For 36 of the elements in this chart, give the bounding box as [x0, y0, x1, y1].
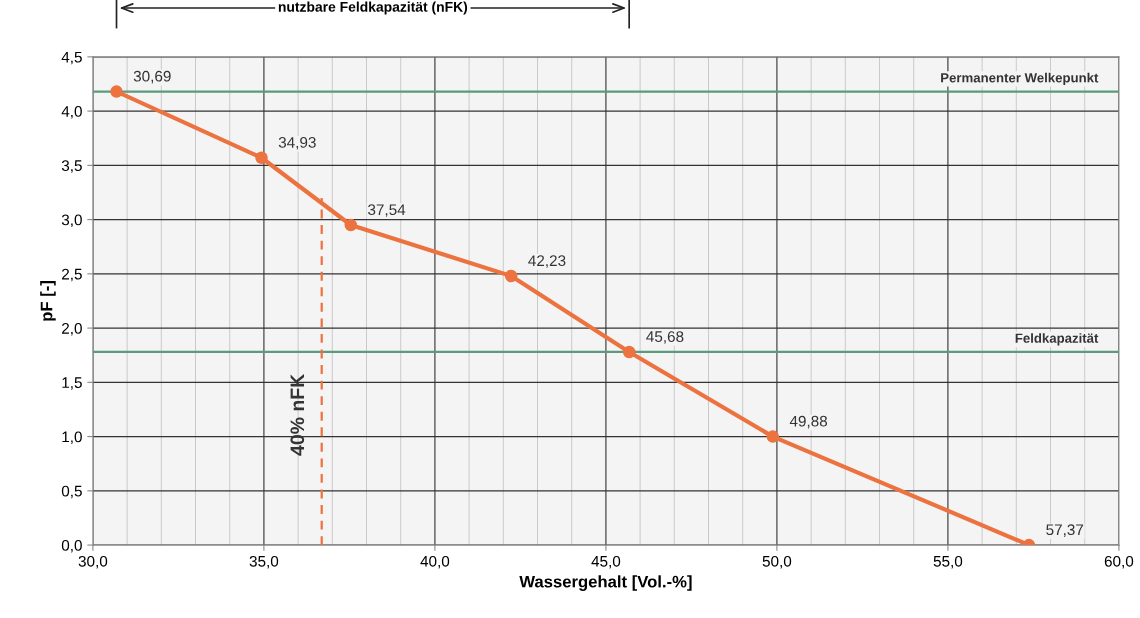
- point: [504, 269, 518, 283]
- annotation: 42,23: [528, 255, 566, 268]
- y-tick-label: 0,0: [61, 539, 82, 553]
- x-tick-label: 40,0: [420, 555, 450, 569]
- x-tick-label: 50,0: [762, 555, 792, 569]
- point: [766, 430, 780, 443]
- x-axis-title: Wassergehalt [Vol.-%]: [519, 575, 692, 591]
- x-tick-label: 45,0: [591, 555, 621, 569]
- y-tick-label: 4,0: [61, 105, 82, 119]
- ref-line-label: Permanenter Welkepunkt: [941, 72, 1099, 86]
- annotation: 34,93: [278, 136, 316, 150]
- annotation: 45,68: [646, 331, 684, 344]
- annotation: 57,37: [1046, 524, 1084, 537]
- annotation: 30,69: [133, 70, 171, 84]
- annotation: 49,88: [789, 415, 828, 429]
- point: [110, 85, 123, 98]
- annotation: 37,54: [368, 204, 406, 217]
- y-tick-label: 3,0: [61, 214, 82, 228]
- y-tick-label: 4,5: [61, 51, 82, 65]
- x-tick-label: 60,0: [1104, 555, 1134, 569]
- x-tick-label: 35,0: [249, 555, 279, 569]
- y-tick-label: 2,5: [62, 268, 82, 282]
- y-tick-label: 2,0: [62, 322, 82, 336]
- y-axis-title: pF [-]: [40, 281, 56, 321]
- y-tick-label: 1,5: [62, 377, 82, 390]
- y-tick-label: 3,5: [61, 160, 82, 173]
- y-tick-label: 0,5: [61, 485, 82, 499]
- text: nutzbare Feldkapazität (nFK): [278, 1, 468, 15]
- x-tick-label: 30,0: [78, 555, 108, 569]
- annotation: 40% nFK: [290, 374, 305, 456]
- y-tick-label: 1,0: [62, 431, 82, 445]
- point: [255, 151, 268, 165]
- point: [344, 218, 358, 232]
- point: [622, 345, 636, 359]
- ref-line-label: Feldkapazität: [1015, 333, 1099, 346]
- x-tick-label: 55,0: [933, 555, 963, 569]
